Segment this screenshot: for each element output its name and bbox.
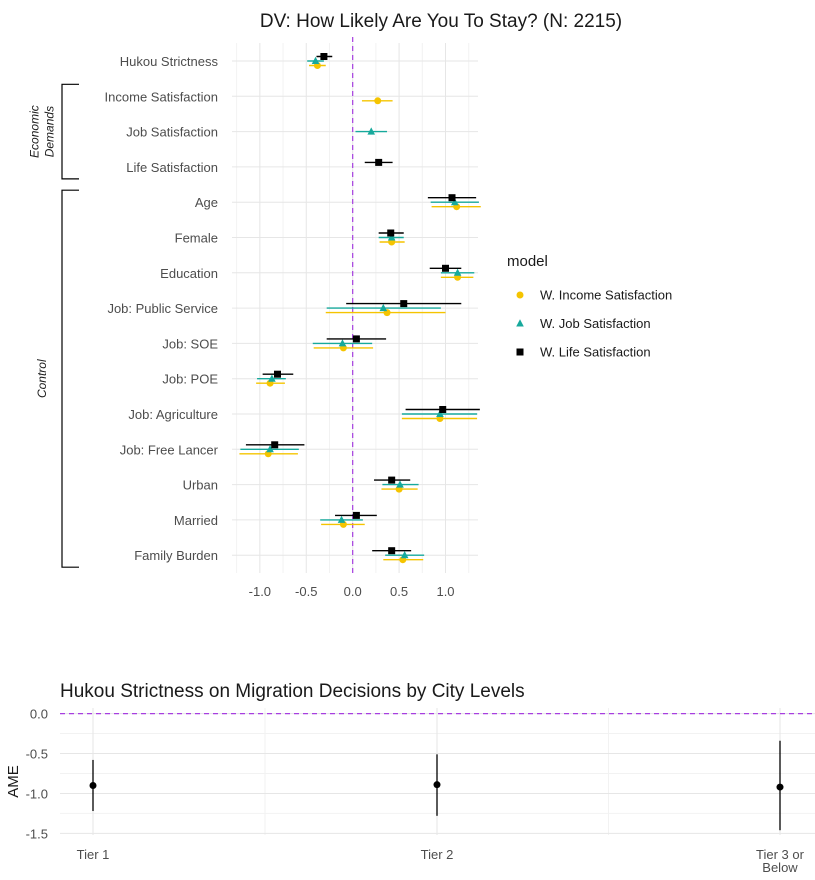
legend-label-w-life-satisfaction: W. Life Satisfaction <box>540 345 651 360</box>
y-tick-label: -1.5 <box>26 826 48 841</box>
legend-marker-w-job-satisfaction <box>516 319 524 327</box>
y-tick-label-job-soe: Job: SOE <box>162 336 218 351</box>
x-tick-label-tier-3-or-below: Below <box>762 860 798 875</box>
y-tick-label-age: Age <box>195 195 218 210</box>
chart-title: Hukou Strictness on Migration Decisions … <box>60 681 525 702</box>
point-w-job-satisfaction-job-free-lancer <box>266 445 274 453</box>
legend-item-w-life-satisfaction: W. Life Satisfaction <box>516 345 651 360</box>
point-w-job-satisfaction-urban <box>396 480 404 488</box>
group-label-control: Control <box>35 359 49 398</box>
point-tier-2 <box>433 781 441 789</box>
grid: -1.0 -0.5 0.0 0.5 1.0 Hukou Strictness Income … <box>105 37 478 599</box>
point-w-job-satisfaction-job-public-service <box>379 303 388 312</box>
y-tick-label-hukou-strictness: Hukou Strictness <box>120 54 219 69</box>
legend-label-w-job-satisfaction: W. Job Satisfaction <box>540 316 651 331</box>
point-w-life-satisfaction-age <box>448 194 456 202</box>
x-tick-label: 1.0 <box>436 584 454 599</box>
y-tick-label-education: Education <box>160 266 218 281</box>
group-brackets: Economic Demands Control <box>28 83 79 568</box>
x-tick-label: -0.5 <box>295 584 317 599</box>
legend-title: model <box>507 253 548 270</box>
point-tier-3-or-below <box>776 783 784 791</box>
point-w-job-satisfaction-hukou-strictness <box>311 56 320 64</box>
chart-title: DV: How Likely Are You To Stay? (N: 2215… <box>260 11 622 32</box>
x-tick-label-tier-2: Tier 2 <box>421 847 454 862</box>
point-w-life-satisfaction-job-agriculture <box>439 406 447 413</box>
y-tick-label-job-free-lancer: Job: Free Lancer <box>120 442 219 457</box>
y-tick-label-urban: Urban <box>183 478 218 493</box>
point-w-life-satisfaction-urban <box>388 476 396 484</box>
point-w-job-satisfaction-job-soe <box>338 339 347 347</box>
point-w-life-satisfaction-job-soe <box>352 335 360 343</box>
y-tick-label: 0.0 <box>30 707 48 722</box>
point-w-job-satisfaction-education <box>453 268 462 276</box>
data-marks <box>89 740 784 831</box>
point-w-life-satisfaction-life-satisfaction <box>375 158 383 166</box>
point-w-job-satisfaction-married <box>337 515 346 523</box>
group-label-economic-demands: Economic <box>28 105 42 158</box>
legend-marker-w-life-satisfaction <box>516 348 524 356</box>
group-bracket-control <box>61 189 79 568</box>
grid: 0.0 -0.5 -1.0 -1.5 Tier 1 Tier 2 Tier 3 orBelo… <box>5 707 815 875</box>
point-w-job-satisfaction-job-satisfaction <box>367 127 376 135</box>
point-w-income-satisfaction-income-satisfaction <box>374 97 382 105</box>
point-w-life-satisfaction-married <box>352 511 360 519</box>
point-w-job-satisfaction-family-burden <box>400 551 409 559</box>
coefficient-plot: DV: How Likely Are You To Stay? (N: 2215… <box>28 11 673 599</box>
y-tick-label-job-poe: Job: POE <box>162 372 218 387</box>
y-tick-label-family-burden: Family Burden <box>134 548 218 563</box>
series-w-job-satisfaction <box>240 56 479 559</box>
y-tick-label-married: Married <box>174 513 218 528</box>
point-w-job-satisfaction-female <box>387 233 396 241</box>
legend: model W. Income Satisfaction W. Job Satisf… <box>507 253 672 360</box>
y-tick-label-job-public-service: Job: Public Service <box>107 301 218 316</box>
y-tick-label-female: Female <box>175 231 218 246</box>
y-tick-label-life-satisfaction: Life Satisfaction <box>126 160 218 175</box>
point-w-life-satisfaction-education <box>442 264 450 272</box>
series-w-income-satisfaction <box>239 62 481 564</box>
point-w-job-satisfaction-job-poe <box>268 374 276 382</box>
y-tick-label-job-agriculture: Job: Agriculture <box>128 407 218 422</box>
y-tick-label-income-satisfaction: Income Satisfaction <box>105 89 218 104</box>
legend-item-w-income-satisfaction: W. Income Satisfaction <box>516 288 672 303</box>
point-w-life-satisfaction-job-free-lancer <box>271 441 279 449</box>
point-w-job-satisfaction-age <box>450 198 459 206</box>
y-axis-title: AME <box>5 765 22 798</box>
x-tick-label-tier-3-or-below: Tier 3 or <box>756 847 805 862</box>
point-w-life-satisfaction-job-poe <box>273 370 281 378</box>
x-tick-label: -1.0 <box>249 584 271 599</box>
point-w-life-satisfaction-job-public-service <box>400 300 408 308</box>
y-tick-label: -1.0 <box>26 786 48 801</box>
point-w-job-satisfaction-job-agriculture <box>436 409 444 417</box>
legend-marker-w-income-satisfaction <box>516 291 524 299</box>
group-bracket-economic-demands <box>61 83 79 180</box>
point-w-life-satisfaction-female <box>387 229 395 237</box>
group-label-economic-demands: Demands <box>43 106 57 157</box>
point-w-life-satisfaction-family-burden <box>388 547 396 555</box>
series-w-life-satisfaction <box>245 53 480 555</box>
x-tick-label: 0.0 <box>344 584 362 599</box>
data-marks <box>239 53 481 564</box>
point-w-life-satisfaction-hukou-strictness <box>320 53 328 60</box>
x-tick-label-tier-1: Tier 1 <box>77 847 110 862</box>
ame-plot: Hukou Strictness on Migration Decisions … <box>5 681 815 875</box>
legend-item-w-job-satisfaction: W. Job Satisfaction <box>516 316 651 331</box>
y-tick-label-job-satisfaction: Job Satisfaction <box>126 125 218 140</box>
y-tick-label: -0.5 <box>26 747 48 762</box>
point-tier-1 <box>89 781 97 789</box>
legend-label-w-income-satisfaction: W. Income Satisfaction <box>540 288 672 303</box>
x-tick-label: 0.5 <box>390 584 408 599</box>
